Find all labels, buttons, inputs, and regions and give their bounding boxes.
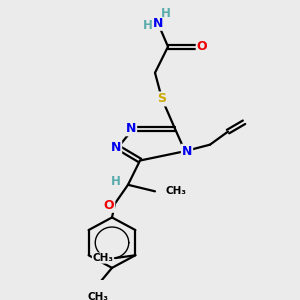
Text: CH₃: CH₃ (165, 186, 186, 196)
Text: CH₃: CH₃ (88, 292, 109, 300)
Text: CH₃: CH₃ (92, 253, 113, 263)
Text: S: S (158, 92, 166, 105)
Text: N: N (153, 17, 163, 30)
Text: H: H (161, 8, 171, 20)
Text: O: O (104, 199, 114, 212)
Text: O: O (197, 40, 207, 53)
Text: H: H (143, 19, 153, 32)
Text: H: H (111, 176, 121, 188)
Text: N: N (126, 122, 136, 135)
Text: N: N (182, 145, 192, 158)
Text: N: N (111, 141, 121, 154)
